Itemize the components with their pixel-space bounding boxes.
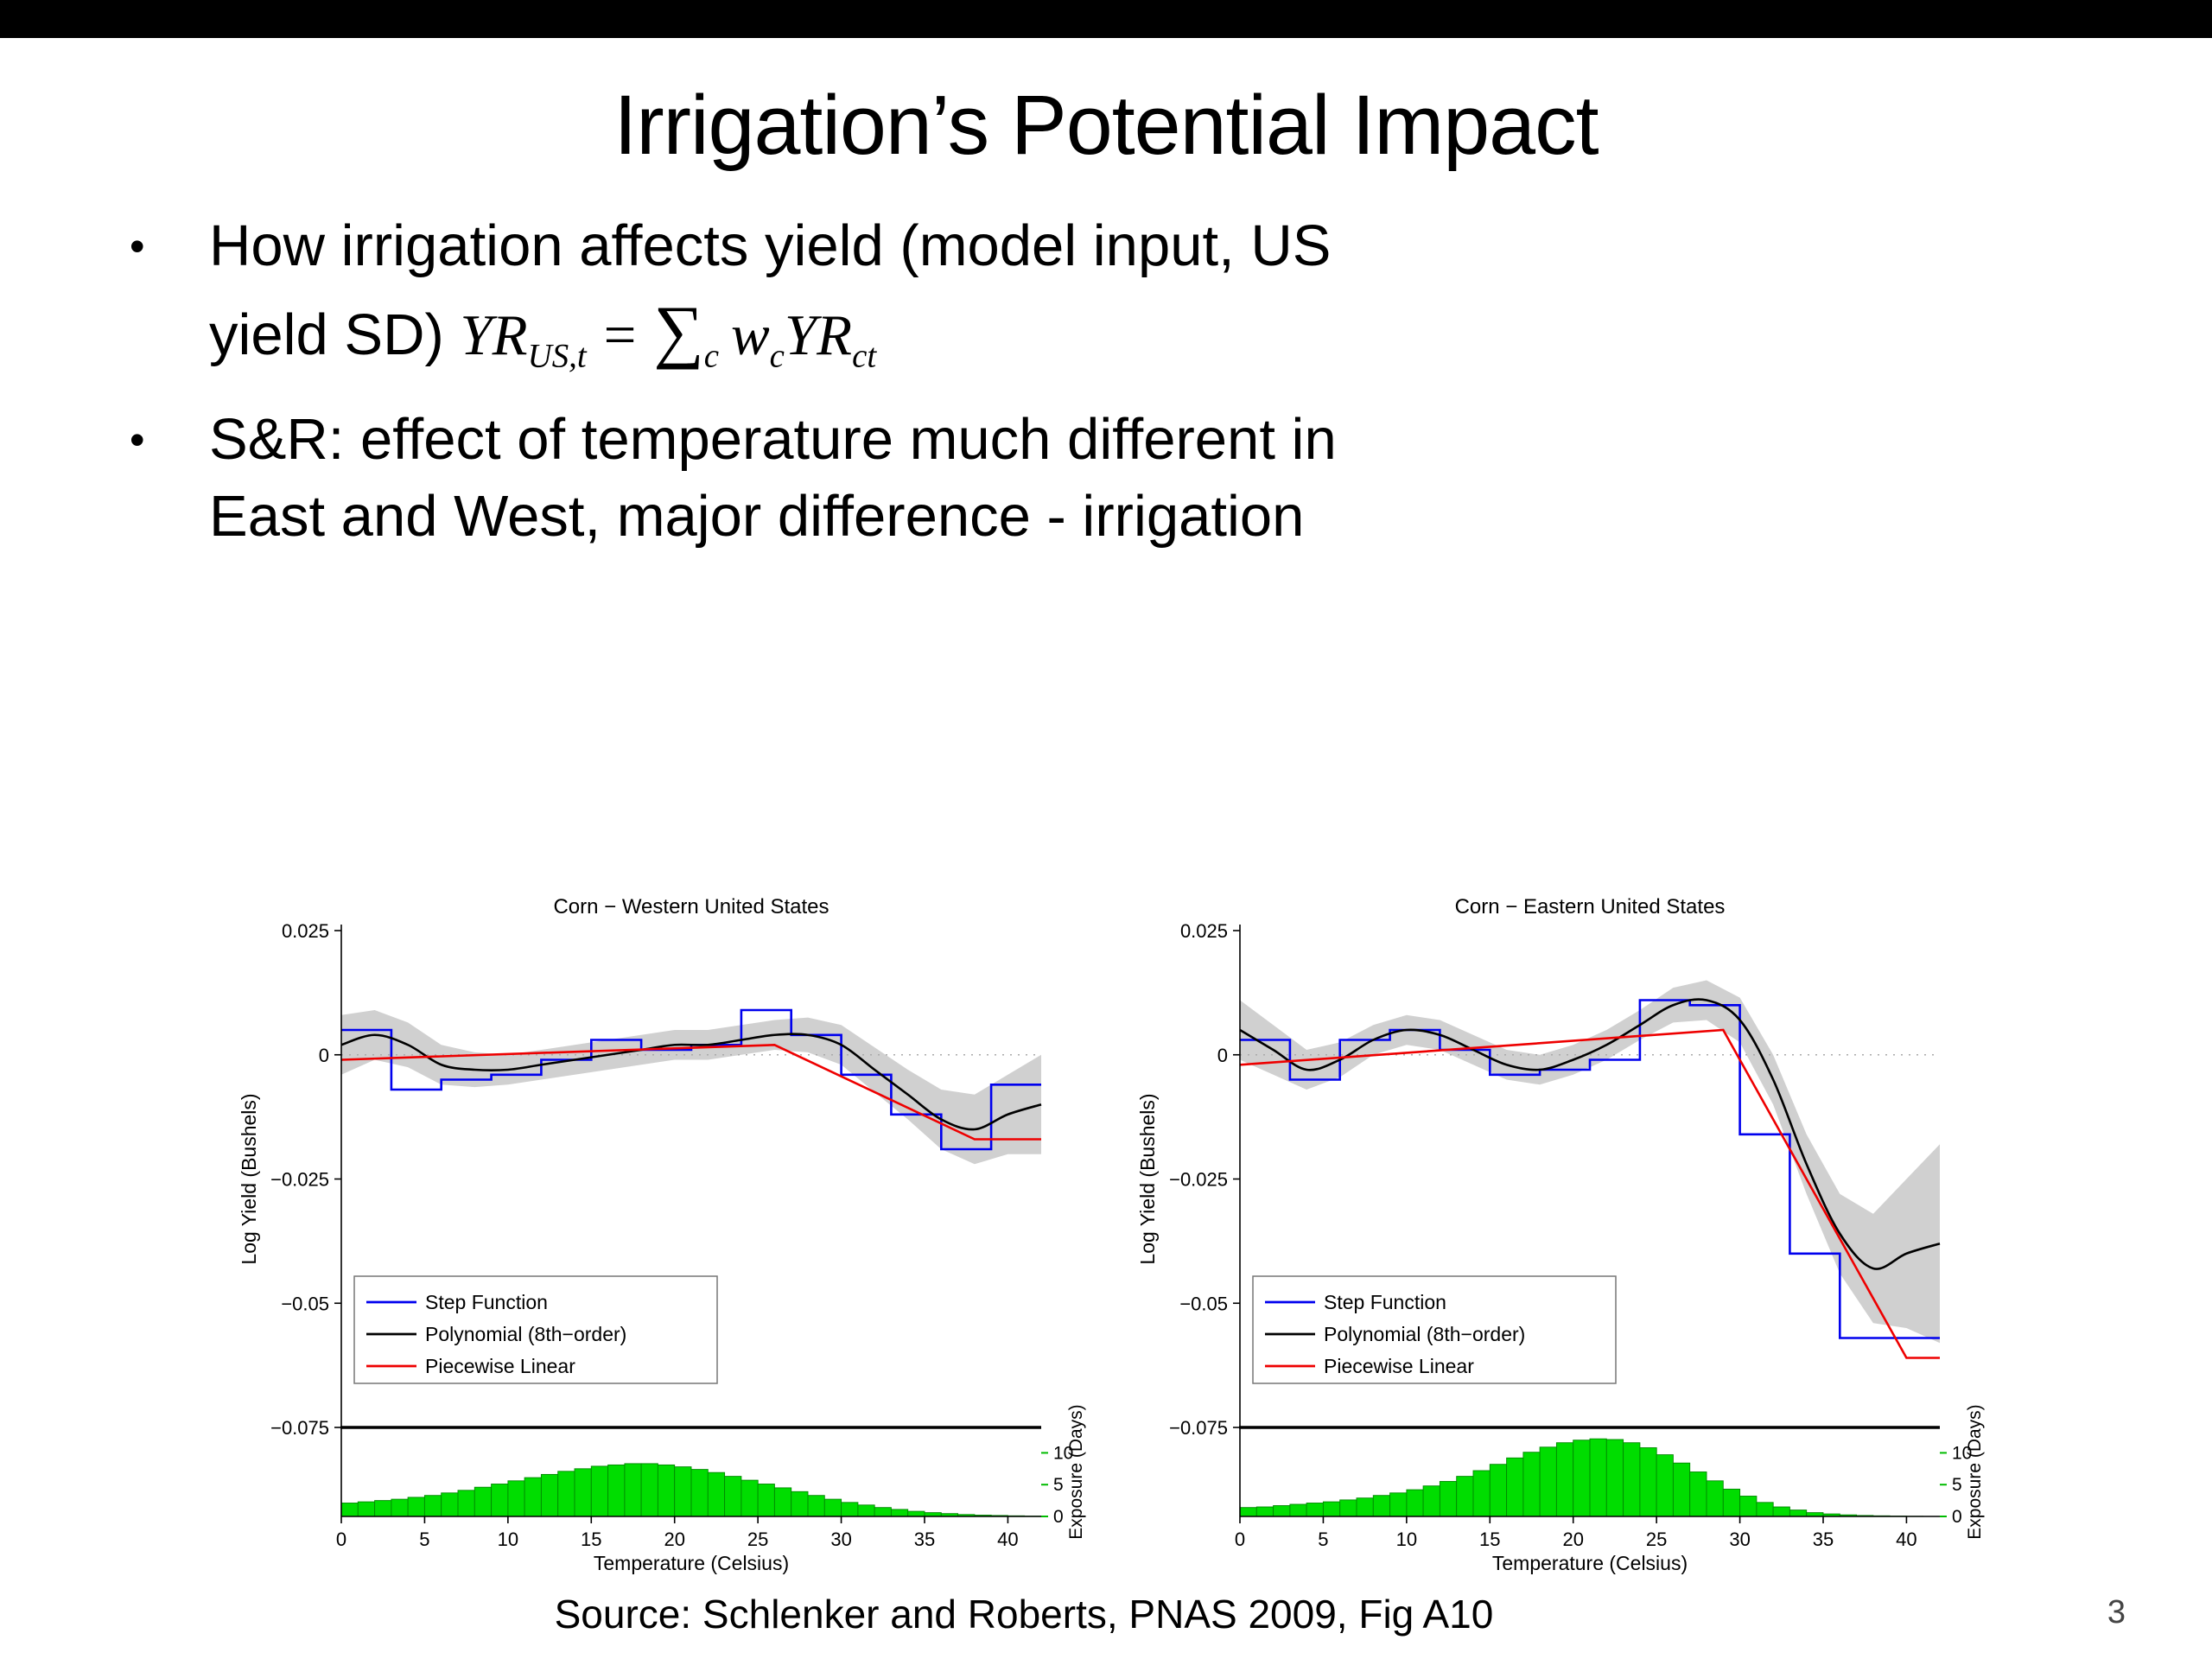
svg-text:0: 0	[319, 1045, 329, 1066]
svg-text:−0.075: −0.075	[270, 1417, 329, 1439]
formula-w-sub: c	[769, 337, 785, 375]
svg-text:5: 5	[419, 1529, 429, 1550]
svg-text:20: 20	[1562, 1529, 1583, 1550]
svg-text:5: 5	[1318, 1529, 1328, 1550]
svg-text:Polynomial (8th−order): Polynomial (8th−order)	[425, 1323, 626, 1345]
svg-text:10: 10	[1952, 1444, 1972, 1464]
source-citation: Source: Schlenker and Roberts, PNAS 2009…	[554, 1592, 1494, 1637]
legend: Step Function Polynomial (8th−order) Piece…	[1252, 1275, 1617, 1384]
bullet-item-1: • How irrigation affects yield (model in…	[130, 208, 2100, 378]
bullet-item-2: • S&R: effect of temperature much differ…	[130, 402, 2100, 555]
formula-yr1-sub: US,t	[527, 337, 587, 375]
chart-title: Corn − Eastern United States	[1455, 895, 1726, 918]
svg-text:10: 10	[1053, 1444, 1073, 1464]
svg-text:0: 0	[1952, 1507, 1962, 1527]
piecewise-linear-line	[1239, 1028, 1940, 1359]
bullet-1-line-2-prefix: yield SD)	[209, 302, 461, 368]
exposure-histogram	[1239, 1438, 1941, 1517]
axes: 0.025 0 −0.025 −0.05 −0.075 0 5 10 15 20 25 30 35 40	[270, 920, 1041, 1550]
charts-row: 0.025 0 −0.025 −0.05 −0.075 0 5 10 15 20 25 30 35 40 0…	[0, 886, 2212, 1577]
svg-text:5: 5	[1952, 1475, 1962, 1495]
formula-yr2: YR	[784, 303, 853, 368]
bullet-1-text: How irrigation affects yield (model inpu…	[209, 208, 2100, 378]
confidence-band	[341, 1010, 1041, 1165]
svg-text:10: 10	[498, 1529, 518, 1550]
svg-text:Step Function: Step Function	[425, 1291, 548, 1313]
svg-text:25: 25	[747, 1529, 768, 1550]
legend: Step Function Polynomial (8th−order) Piece…	[353, 1275, 718, 1384]
axes: 0.025 0 −0.025 −0.05 −0.075 0 5 10 15 20 25 30 35 40	[1169, 920, 1940, 1550]
svg-text:Polynomial (8th−order): Polynomial (8th−order)	[1324, 1323, 1525, 1345]
svg-text:5: 5	[1053, 1475, 1064, 1495]
svg-text:−0.075: −0.075	[1169, 1417, 1228, 1439]
svg-text:Piecewise Linear: Piecewise Linear	[425, 1355, 575, 1377]
svg-text:Step Function: Step Function	[1324, 1291, 1446, 1313]
bullet-list: • How irrigation affects yield (model in…	[130, 208, 2100, 555]
svg-text:Exposure (Days): Exposure (Days)	[1965, 1404, 1985, 1539]
svg-text:−0.05: −0.05	[1179, 1293, 1228, 1314]
bullet-2-line-2: East and West, major difference - irriga…	[209, 483, 1305, 549]
summation-symbol: ∑	[653, 291, 704, 371]
top-bar	[0, 0, 2212, 38]
yield-formula: YRUS,t = ∑c wcYRct	[460, 291, 876, 372]
svg-text:30: 30	[1729, 1529, 1750, 1550]
piecewise-linear-line	[340, 1044, 1041, 1141]
svg-text:40: 40	[997, 1529, 1018, 1550]
svg-text:10: 10	[1396, 1529, 1417, 1550]
slide-title: Irrigation’s Potential Impact	[613, 78, 1599, 172]
x-axis-label: Temperature (Celsius)	[1492, 1552, 1688, 1574]
svg-text:0: 0	[336, 1529, 346, 1550]
svg-text:35: 35	[1813, 1529, 1834, 1550]
bullet-dot: •	[130, 222, 145, 270]
formula-w: w	[730, 303, 770, 368]
formula-sigma-sub: c	[703, 337, 719, 375]
svg-text:0: 0	[1235, 1529, 1245, 1550]
svg-text:Piecewise Linear: Piecewise Linear	[1324, 1355, 1474, 1377]
svg-text:15: 15	[581, 1529, 601, 1550]
svg-text:20: 20	[664, 1529, 684, 1550]
step-function-line	[1240, 999, 1940, 1339]
polynomial-line	[340, 1033, 1042, 1131]
bullet-2-line-1: S&R: effect of temperature much differen…	[209, 407, 1337, 473]
y-axis-label: Log Yield (Bushels)	[238, 1094, 260, 1265]
polynomial-line	[1239, 998, 1941, 1271]
svg-text:0: 0	[1053, 1507, 1064, 1527]
svg-text:35: 35	[914, 1529, 935, 1550]
svg-text:−0.025: −0.025	[270, 1169, 329, 1191]
page-number: 3	[2107, 1594, 2126, 1630]
svg-text:0.025: 0.025	[1180, 920, 1228, 942]
y-axis-label: Log Yield (Bushels)	[1136, 1094, 1159, 1265]
svg-text:−0.025: −0.025	[1169, 1169, 1228, 1191]
bullet-dot: •	[130, 416, 145, 465]
svg-text:Exposure (Days): Exposure (Days)	[1066, 1404, 1086, 1539]
exposure-histogram	[340, 1463, 1042, 1517]
svg-text:15: 15	[1479, 1529, 1500, 1550]
bullet-2-text: S&R: effect of temperature much differen…	[209, 402, 2100, 555]
confidence-band	[1240, 980, 1940, 1344]
svg-text:25: 25	[1646, 1529, 1667, 1550]
svg-text:30: 30	[830, 1529, 851, 1550]
svg-text:0: 0	[1217, 1045, 1228, 1066]
svg-text:−0.05: −0.05	[281, 1293, 329, 1314]
formula-yr1: YR	[460, 303, 528, 368]
chart-title: Corn − Western United States	[553, 895, 829, 918]
formula-yr2-sub: ct	[852, 337, 877, 375]
bullet-1-line-1: How irrigation affects yield (model inpu…	[209, 213, 1332, 278]
x-axis-label: Temperature (Celsius)	[594, 1552, 789, 1574]
svg-text:40: 40	[1896, 1529, 1916, 1550]
formula-equals: =	[603, 303, 637, 368]
svg-text:0.025: 0.025	[282, 920, 329, 942]
